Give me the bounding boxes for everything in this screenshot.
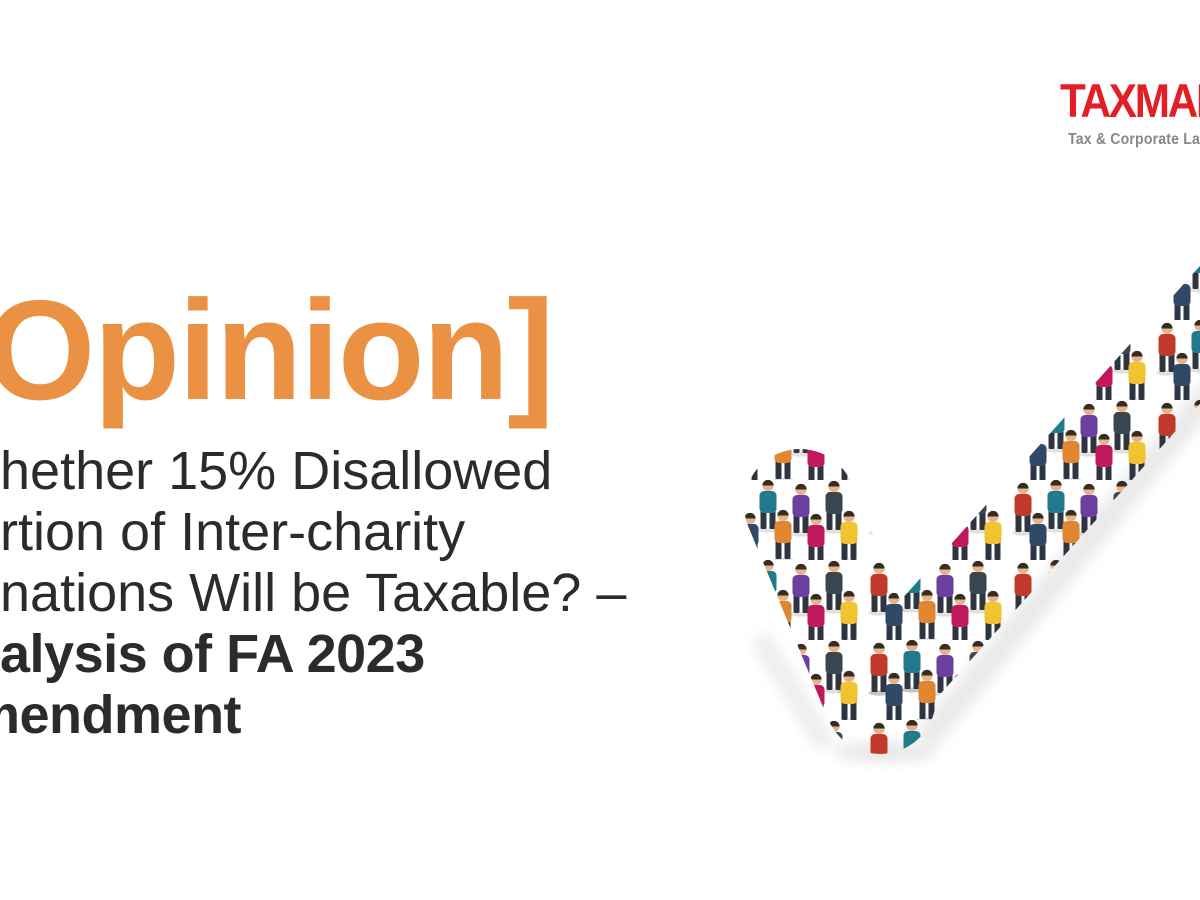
arm-shadow (917, 384, 1200, 748)
headline-line-1: hether 15% Disallowed (0, 441, 553, 501)
taxmann-logo-wordmark: TAXMANN (1060, 74, 1200, 127)
headline-block: hether 15% Disallowed rtion of Inter-cha… (0, 441, 626, 746)
headline-line-4: alysis of FA 2023 (0, 624, 425, 684)
headline-line-3: nations Will be Taxable? – (0, 563, 627, 623)
headline-bracket-tag: Opinion] (0, 271, 555, 430)
left-arm-shadow (753, 634, 833, 749)
taxmann-logo-tagline: Tax & Corporate Law (1068, 131, 1200, 148)
headline-line-5: mendment (0, 685, 242, 745)
headline-line-2: rtion of Inter-charity (0, 502, 466, 562)
checkmark-right-arm (838, 266, 1200, 734)
